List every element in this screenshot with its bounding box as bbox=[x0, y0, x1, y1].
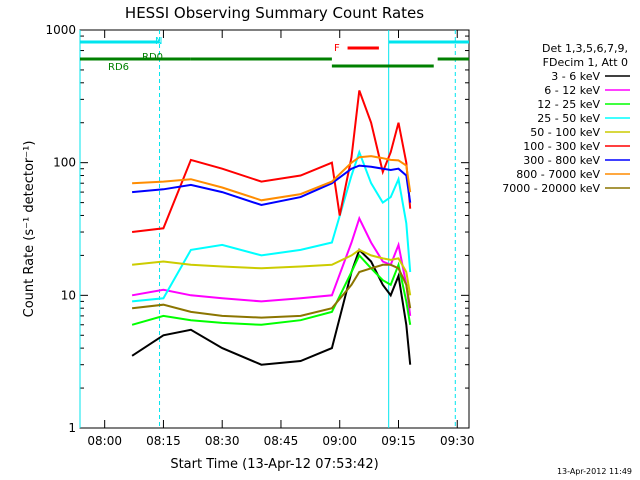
x-tick-label: 08:45 bbox=[264, 434, 299, 448]
legend-entry-label: 300 - 800 keV bbox=[523, 154, 600, 167]
legend-entry-label: 12 - 25 keV bbox=[537, 98, 600, 111]
x-tick-label: 08:00 bbox=[87, 434, 122, 448]
legend-entry-label: 800 - 7000 keV bbox=[516, 168, 600, 181]
series-line bbox=[132, 155, 412, 202]
legend-entry-label: 100 - 300 keV bbox=[523, 140, 600, 153]
x-tick-label: 08:15 bbox=[146, 434, 181, 448]
x-tick-label: 09:30 bbox=[440, 434, 475, 448]
legend-entry-label: 50 - 100 keV bbox=[530, 126, 600, 139]
legend-entry-label: 3 - 6 keV bbox=[551, 70, 600, 83]
x-axis-label: Start Time (13-Apr-12 07:53:42) bbox=[170, 457, 378, 472]
y-axis-label: Count Rate (s⁻¹ detector⁻¹) bbox=[22, 141, 37, 318]
status-label: RD0 bbox=[142, 52, 163, 63]
y-tick-label: 1000 bbox=[45, 23, 76, 37]
series-line bbox=[131, 215, 412, 317]
legend-header-2: FDecim 1, Att 0 bbox=[542, 56, 628, 69]
legend-header-1: Det 1,3,5,6,7,9, bbox=[541, 42, 628, 55]
x-tick-label: 09:00 bbox=[322, 434, 357, 448]
legend-entry-label: 6 - 12 keV bbox=[544, 84, 600, 97]
chart-title: HESSI Observing Summary Count Rates bbox=[125, 4, 424, 22]
series-line bbox=[132, 149, 412, 303]
x-tick-label: 08:30 bbox=[205, 434, 240, 448]
status-label: RD6 bbox=[108, 62, 129, 73]
y-tick-label: 100 bbox=[53, 156, 76, 170]
y-tick-label: 10 bbox=[61, 288, 76, 302]
series-line bbox=[131, 253, 412, 326]
series-line bbox=[132, 164, 412, 207]
series-line bbox=[131, 248, 412, 296]
timestamp-stamp: 13-Apr-2012 11:49 bbox=[556, 467, 632, 476]
legend-entry-label: 25 - 50 keV bbox=[537, 112, 600, 125]
status-label: F bbox=[334, 43, 340, 54]
status-label: N bbox=[155, 36, 162, 47]
plot-frame bbox=[79, 29, 470, 429]
legend-entry-label: 7000 - 20000 keV bbox=[502, 182, 600, 195]
series-line bbox=[131, 90, 412, 233]
x-tick-label: 09:15 bbox=[381, 434, 416, 448]
series-line bbox=[131, 263, 412, 319]
y-tick-label: 1 bbox=[68, 421, 76, 435]
